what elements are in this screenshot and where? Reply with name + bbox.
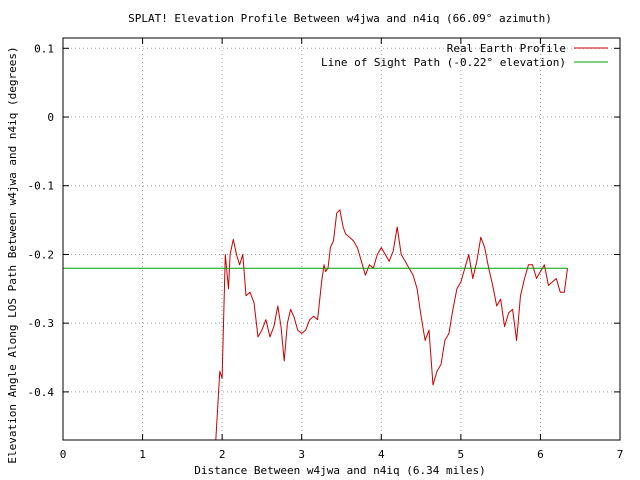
y-tick-label: -0.4 <box>28 386 55 399</box>
grid <box>63 38 620 440</box>
x-tick-label: 4 <box>378 448 385 461</box>
y-tick-label: -0.1 <box>28 180 55 193</box>
x-tick-label: 2 <box>219 448 226 461</box>
chart-title: SPLAT! Elevation Profile Between w4jwa a… <box>128 12 552 25</box>
axis-ticks <box>62 38 621 440</box>
x-tick-label: 3 <box>298 448 305 461</box>
series-layer <box>63 209 568 441</box>
legend: Real Earth Profile Line of Sight Path (-… <box>321 42 608 69</box>
legend-label-line-of-sight: Line of Sight Path (-0.22° elevation) <box>321 56 566 69</box>
x-tick-label: 6 <box>537 448 544 461</box>
real-earth-profile-line <box>215 209 568 441</box>
y-axis-label: Elevation Angle Along LOS Path Between w… <box>6 46 19 463</box>
x-tick-label: 5 <box>458 448 465 461</box>
y-tick-label: -0.3 <box>28 317 55 330</box>
x-axis-label: Distance Between w4jwa and n4iq (6.34 mi… <box>194 464 485 477</box>
legend-label-real-earth: Real Earth Profile <box>447 42 566 55</box>
plot-frame <box>62 37 621 441</box>
y-tick-label: 0 <box>47 111 54 124</box>
x-tick-label: 1 <box>139 448 146 461</box>
x-tick-label: 7 <box>617 448 624 461</box>
x-tick-label: 0 <box>60 448 67 461</box>
y-tick-label: -0.2 <box>28 248 55 261</box>
y-tick-label: 0.1 <box>34 42 54 55</box>
